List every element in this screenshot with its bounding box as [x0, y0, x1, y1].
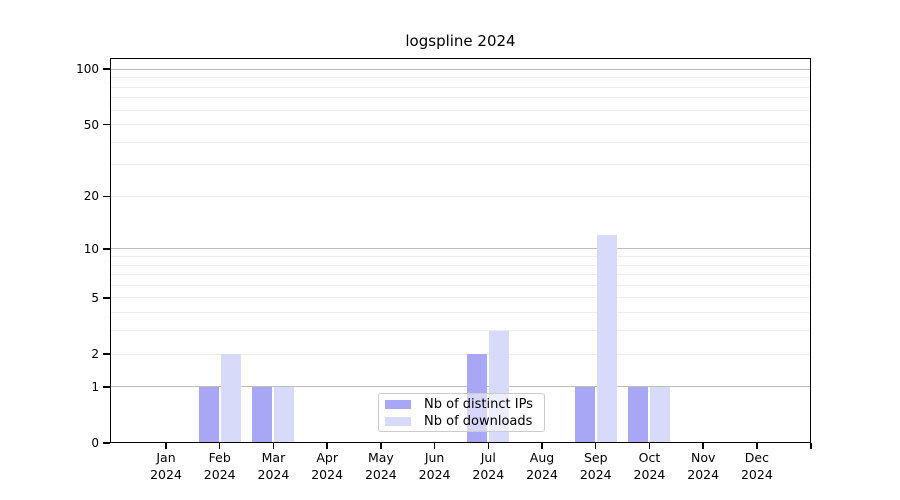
grid-minor-line	[110, 109, 811, 111]
x-axis-tick	[487, 443, 490, 449]
x-tick-label: Aug 2024	[526, 450, 558, 482]
y-tick-label: 100	[76, 62, 99, 77]
x-tick-label: Nov 2024	[687, 450, 720, 482]
x-axis-tick	[272, 443, 275, 449]
grid-minor-line	[110, 86, 811, 88]
chart-title: logspline 2024	[405, 32, 516, 50]
x-axis-tick	[380, 443, 382, 449]
legend-label-downloads: Nb of downloads	[424, 413, 533, 429]
x-axis-tick	[326, 443, 328, 449]
grid-minor-line	[110, 284, 811, 286]
x-axis-tick	[541, 443, 543, 449]
bar-distinct-ips	[252, 386, 273, 443]
x-axis-tick	[756, 443, 758, 449]
legend: Nb of distinct IPs Nb of downloads	[378, 393, 545, 432]
legend-item-distinct-ips: Nb of distinct IPs	[379, 396, 544, 413]
x-tick-label: Jun 2024	[418, 450, 451, 482]
bar-downloads	[596, 235, 617, 443]
x-tick-label: Dec 2024	[740, 450, 773, 482]
bar-distinct-ips	[628, 386, 649, 443]
x-axis-tick	[810, 443, 812, 449]
x-tick-label: Mar 2024	[257, 450, 290, 482]
grid-minor-line	[110, 164, 811, 166]
bar-downloads	[220, 354, 241, 443]
y-axis-tick	[103, 353, 110, 355]
bar-downloads	[274, 386, 295, 443]
grid-minor-line	[110, 141, 811, 143]
bar-downloads	[650, 386, 671, 443]
x-tick-label: Oct 2024	[633, 450, 666, 482]
x-tick-label: Feb 2024	[203, 450, 236, 482]
grid-major-line	[110, 248, 811, 250]
x-axis-tick	[648, 443, 651, 449]
grid-minor-line	[110, 256, 811, 257]
x-tick-label: Jul 2024	[472, 450, 505, 482]
grid-minor-line	[110, 195, 811, 197]
x-axis-tick	[702, 443, 704, 449]
grid-minor-line	[110, 124, 811, 126]
bar-distinct-ips	[198, 386, 219, 443]
y-axis-tick	[103, 68, 110, 70]
legend-label-distinct-ips: Nb of distinct IPs	[424, 396, 533, 412]
y-tick-label: 10	[83, 241, 99, 256]
grid-major-line	[110, 68, 811, 70]
x-axis-tick	[218, 443, 221, 449]
grid-major-line	[110, 386, 811, 388]
x-tick-label: May 2024	[364, 450, 397, 482]
y-tick-label: 20	[83, 189, 99, 204]
y-axis-tick	[103, 386, 110, 388]
y-axis-tick	[103, 195, 110, 198]
x-tick-label: Jan 2024	[150, 450, 182, 482]
legend-swatch-distinct-ips-icon	[385, 399, 411, 409]
legend-item-downloads: Nb of downloads	[379, 413, 544, 430]
grid-minor-line	[110, 264, 811, 266]
grid-minor-line	[110, 77, 811, 79]
y-axis-tick	[103, 123, 110, 126]
y-tick-label: 0	[91, 436, 99, 450]
y-axis-tick	[103, 297, 110, 299]
y-tick-label: 50	[83, 117, 99, 132]
y-axis-tick	[103, 442, 110, 444]
grid-minor-line	[110, 353, 811, 355]
x-tick-label: Apr 2024	[311, 450, 344, 482]
x-axis-tick	[594, 443, 597, 449]
y-tick-label: 2	[91, 347, 99, 362]
grid-minor-line	[110, 297, 811, 299]
x-axis-tick	[165, 443, 167, 449]
x-tick-label: Sep 2024	[579, 450, 612, 482]
grid-minor-line	[110, 312, 811, 314]
x-axis-tick	[433, 443, 436, 449]
y-axis-tick	[103, 248, 110, 250]
y-tick-label: 1	[91, 379, 99, 394]
y-tick-label: 5	[91, 290, 99, 305]
legend-swatch-downloads-icon	[385, 416, 411, 426]
bar-distinct-ips	[574, 386, 595, 443]
grid-minor-line	[110, 97, 811, 99]
grid-minor-line	[110, 274, 811, 276]
grid-minor-line	[110, 330, 811, 332]
